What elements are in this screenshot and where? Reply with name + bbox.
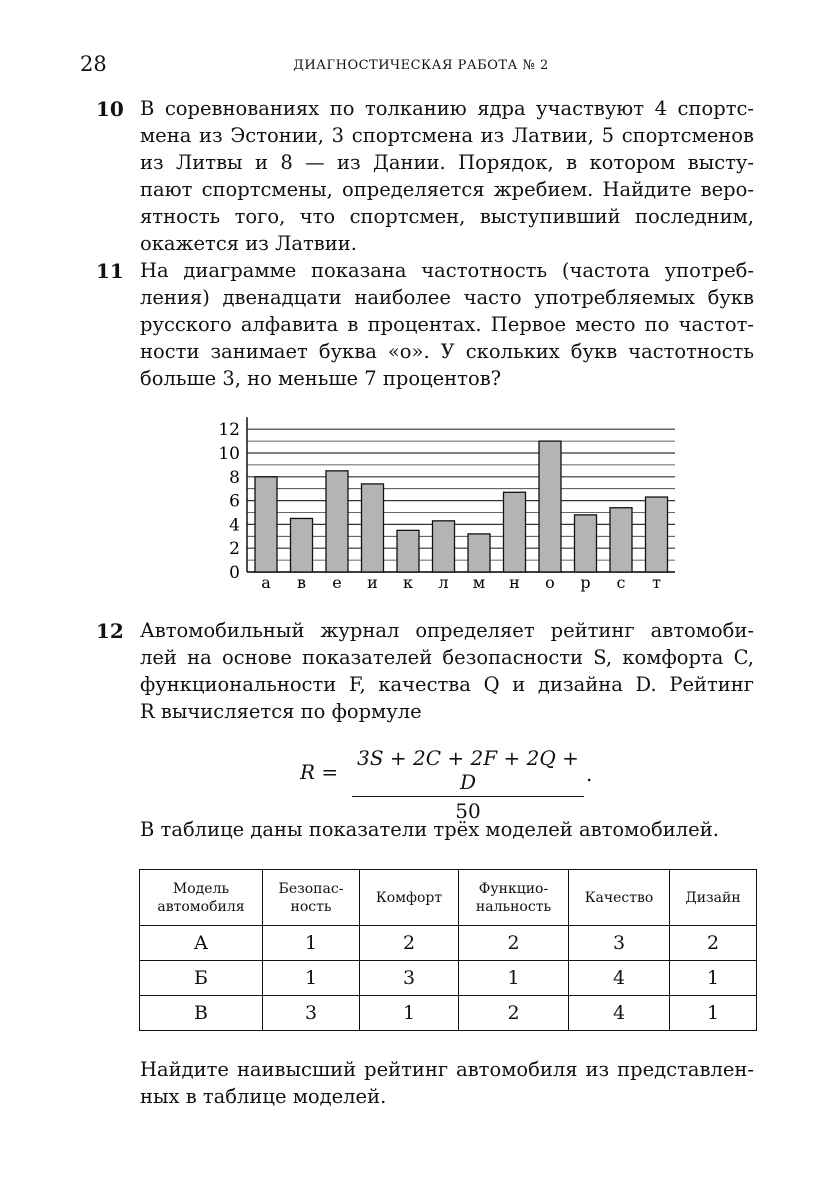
problem-number: 11 [96, 259, 124, 283]
table-cell: В [139, 995, 263, 1031]
table-cell: 3 [568, 925, 670, 961]
formula-period: . [586, 762, 593, 786]
text-line: ности занимает буква «о». У скольких бук… [140, 340, 754, 363]
table-cell: 4 [568, 960, 670, 996]
text-line: ных в таблице моделей. [140, 1085, 387, 1108]
table-cell: 4 [568, 995, 670, 1031]
bar [467, 533, 491, 573]
column-header-text: Качество [584, 889, 654, 906]
bar [573, 514, 598, 573]
text-line: функциональности F, качества Q и дизайна… [140, 673, 754, 696]
text-line: больше 3, но меньше 7 процентов? [140, 367, 502, 390]
formula-lhs: R = [300, 760, 339, 784]
y-tick-label: 8 [229, 468, 240, 488]
table-cell: 2 [669, 925, 757, 961]
text-line: из Литвы и 8 — из Дании. Порядок, в кото… [140, 151, 754, 174]
car-ratings-table: Модель автомобиля Безопас-ность Комфорт Функ… [139, 869, 757, 1031]
letter-frequency-chart: 0 2 4 6 8 10 12 а в е и к л м н о р с т [218, 417, 675, 592]
text-line: лей на основе показателей безопасности S… [140, 646, 754, 669]
column-header: Комфорт [359, 869, 459, 926]
bar [609, 507, 633, 573]
text-line: мена из Эстонии, 3 спортсмена из Латвии,… [140, 124, 754, 147]
x-tick-label: к [403, 573, 413, 592]
running-title: ДИАГНОСТИЧЕСКАЯ РАБОТА № 2 [293, 58, 549, 73]
table-cell: 1 [458, 960, 569, 996]
table-cell: 2 [359, 925, 459, 961]
text-line: Найдите наивысший рейтинг автомобиля из … [140, 1058, 754, 1081]
text-line: пают спортсмены, определяется жребием. Н… [140, 178, 754, 201]
x-tick-label: в [297, 573, 306, 592]
bar [289, 517, 314, 573]
formula-numerator: 3S + 2C + 2F + 2Q + D [352, 746, 584, 797]
bar [502, 491, 527, 573]
table-cell: 2 [458, 925, 569, 961]
text-line: На диаграмме показана частотность (часто… [140, 259, 754, 282]
y-tick-label: 12 [218, 420, 240, 440]
text-line: Автомобильный журнал определяет рейтинг … [140, 619, 754, 642]
text-line: R вычисляется по формуле [140, 700, 422, 723]
column-header-text: Модель [172, 880, 230, 897]
bar [431, 520, 456, 573]
problem-number: 10 [96, 97, 124, 121]
column-header: Функцио-нальность [458, 869, 569, 926]
x-tick-label: т [652, 573, 661, 592]
x-tick-label: и [367, 573, 378, 592]
y-tick-label: 2 [229, 539, 240, 559]
text-line: окажется из Латвии. [140, 232, 357, 255]
page-number: 28 [80, 52, 107, 76]
formula-denominator: 50 [455, 799, 481, 823]
bar [396, 529, 420, 573]
column-header: Безопас-ность [262, 869, 360, 926]
column-header-text: нальность [475, 898, 552, 915]
x-tick-label: с [617, 573, 626, 592]
text-line: русского алфавита в процентах. Первое ме… [140, 313, 754, 336]
bar [254, 476, 278, 573]
text-line: ления) двенадцати наиболее часто употреб… [140, 286, 754, 309]
y-tick-label: 10 [218, 444, 240, 464]
column-header-text: Безопас- [278, 880, 344, 897]
column-header: Модель автомобиля [139, 869, 263, 926]
column-header-text: ность [290, 898, 332, 915]
table-cell: А [139, 925, 263, 961]
table-cell: 1 [262, 960, 360, 996]
table-cell: Б [139, 960, 263, 996]
x-tick-label: о [545, 573, 555, 592]
y-tick-label: 4 [229, 515, 240, 535]
table-cell: 2 [458, 995, 569, 1031]
table-cell: 3 [359, 960, 459, 996]
bar [538, 440, 562, 573]
column-header-text: Функцио- [478, 880, 549, 897]
x-tick-label: р [580, 573, 590, 592]
bar [644, 496, 669, 573]
table-intro: В таблице даны показатели трёх моделей а… [140, 818, 719, 841]
column-header: Качество [568, 869, 670, 926]
problem-number: 12 [96, 619, 124, 643]
table-cell: 1 [669, 960, 757, 996]
column-header-text: Комфорт [375, 889, 443, 906]
column-header: Дизайн [669, 869, 757, 926]
text-line: ятность того, что спортсмен, выступивший… [140, 205, 754, 228]
table-cell: 1 [669, 995, 757, 1031]
y-tick-label: 0 [229, 563, 240, 583]
bar [325, 470, 349, 573]
x-tick-label: л [438, 573, 448, 592]
column-header-text: Дизайн [685, 889, 741, 906]
table-cell: 3 [262, 995, 360, 1031]
x-tick-label: е [332, 573, 341, 592]
table-cell: 1 [262, 925, 360, 961]
x-tick-label: н [509, 573, 520, 592]
bar [360, 483, 385, 573]
text-line: В соревнованиях по толканию ядра участву… [140, 97, 754, 120]
column-header-text: автомобиля [157, 898, 245, 915]
y-tick-label: 6 [229, 492, 240, 512]
x-tick-label: а [261, 573, 271, 592]
table-cell: 1 [359, 995, 459, 1031]
x-tick-label: м [473, 573, 485, 592]
